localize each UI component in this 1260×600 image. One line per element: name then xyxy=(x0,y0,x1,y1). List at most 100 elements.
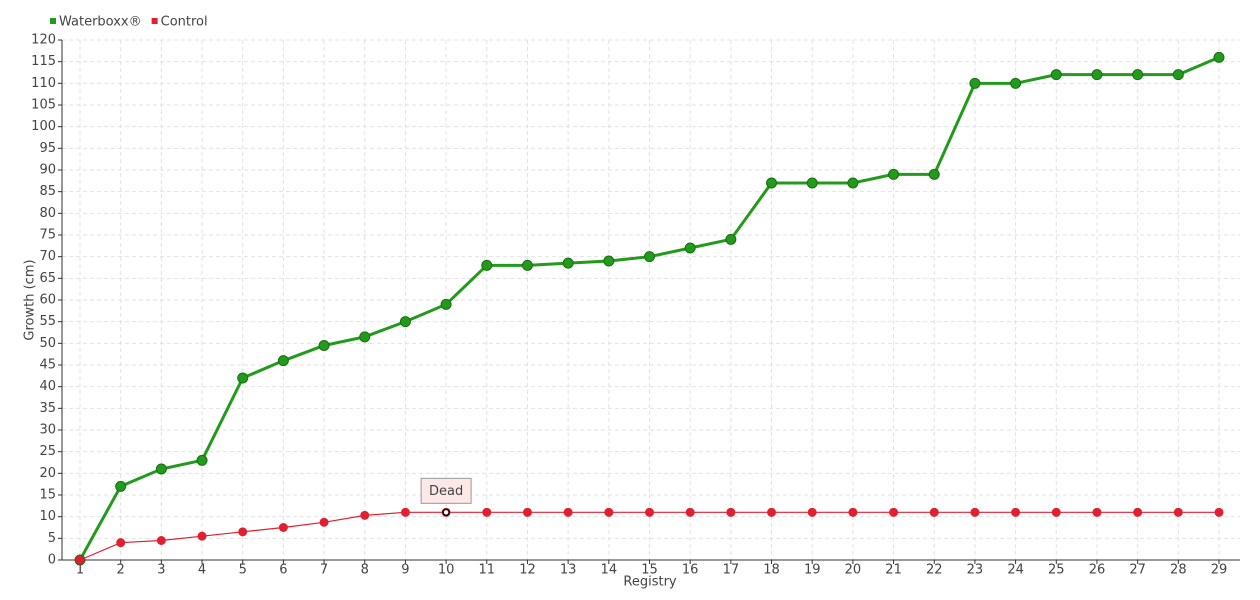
data-point xyxy=(278,523,288,532)
data-point xyxy=(197,531,207,541)
data-point xyxy=(1214,507,1224,517)
data-point xyxy=(604,507,614,517)
data-point xyxy=(848,507,858,517)
y-tick-label: 95 xyxy=(39,141,56,156)
data-point xyxy=(1091,69,1103,81)
annotation: Dead xyxy=(429,484,463,499)
data-point xyxy=(1092,507,1102,517)
data-point xyxy=(360,510,370,520)
data-point xyxy=(807,507,817,517)
x-tick-label: 20 xyxy=(845,563,862,578)
x-tick-label: 16 xyxy=(682,563,699,578)
x-tick-label: 7 xyxy=(320,563,328,578)
data-point xyxy=(603,255,615,267)
data-point xyxy=(1213,51,1225,63)
legend-label: Waterboxx® xyxy=(59,15,142,30)
data-point xyxy=(1133,507,1143,517)
data-point xyxy=(155,463,167,475)
data-point xyxy=(969,77,981,89)
data-point xyxy=(440,298,452,310)
y-tick-label: 20 xyxy=(39,466,56,481)
y-tick-label: 40 xyxy=(39,379,56,394)
data-point xyxy=(399,316,411,328)
legend-label: Control xyxy=(161,15,208,30)
data-point xyxy=(766,177,778,189)
data-point xyxy=(156,536,166,545)
x-tick-label: 3 xyxy=(157,563,165,578)
x-tick-label: 13 xyxy=(560,563,577,578)
annotation-box xyxy=(420,477,472,504)
highlight-point xyxy=(442,508,450,517)
x-tick-label: 6 xyxy=(279,563,287,578)
y-tick-label: 10 xyxy=(39,509,56,524)
y-axis-title: Growth (cm) xyxy=(23,259,38,340)
y-tick-label: 5 xyxy=(48,531,56,546)
y-tick-label: 85 xyxy=(39,184,56,199)
data-point xyxy=(929,507,939,517)
data-point xyxy=(888,168,900,180)
y-tick-label: 35 xyxy=(39,401,56,416)
data-point xyxy=(318,340,330,351)
data-point xyxy=(726,507,736,517)
data-point xyxy=(1173,507,1183,517)
data-point xyxy=(277,355,289,367)
x-tick-label: 11 xyxy=(479,563,496,578)
data-point xyxy=(889,507,899,517)
x-tick-label: 15 xyxy=(641,563,658,578)
x-tick-label: 28 xyxy=(1170,563,1187,578)
data-point xyxy=(644,251,655,263)
data-point xyxy=(1132,69,1144,81)
data-point xyxy=(1010,77,1022,89)
x-tick-label: 5 xyxy=(239,563,247,578)
x-tick-label: 1 xyxy=(76,563,84,578)
data-point xyxy=(767,507,777,517)
y-tick-label: 115 xyxy=(31,54,56,69)
y-tick-label: 25 xyxy=(39,444,56,459)
x-tick-label: 14 xyxy=(601,563,618,578)
y-tick-label: 70 xyxy=(39,249,56,264)
x-tick-label: 8 xyxy=(361,563,369,578)
data-point xyxy=(1172,69,1184,81)
x-tick-label: 21 xyxy=(885,563,902,578)
x-tick-label: 17 xyxy=(723,563,740,578)
x-tick-label: 19 xyxy=(804,563,821,578)
data-point xyxy=(563,507,573,517)
data-point xyxy=(115,480,127,492)
data-point xyxy=(928,168,940,180)
data-point xyxy=(196,454,208,466)
data-point xyxy=(75,555,85,565)
y-tick-label: 80 xyxy=(39,206,56,221)
data-point xyxy=(685,507,695,517)
data-point xyxy=(847,177,859,189)
x-tick-label: 22 xyxy=(926,563,943,578)
x-tick-label: 9 xyxy=(401,563,409,578)
y-tick-label: 0 xyxy=(48,553,56,568)
data-point xyxy=(725,233,737,245)
x-tick-label: 12 xyxy=(519,563,536,578)
x-tick-label: 2 xyxy=(117,563,125,578)
data-point xyxy=(319,517,329,527)
legend-swatch xyxy=(50,18,56,24)
legend-swatch xyxy=(151,18,158,24)
y-tick-label: 45 xyxy=(39,358,56,373)
data-point xyxy=(684,242,696,254)
x-tick-label: 26 xyxy=(1089,563,1106,578)
data-point xyxy=(237,372,249,384)
data-point xyxy=(400,507,410,517)
data-point xyxy=(1051,507,1061,517)
data-point xyxy=(1011,507,1021,517)
x-tick-label: 4 xyxy=(198,563,206,578)
data-point xyxy=(521,259,533,271)
data-point xyxy=(359,331,371,343)
data-point xyxy=(238,527,248,537)
y-tick-label: 100 xyxy=(31,119,56,134)
y-tick-label: 65 xyxy=(39,271,56,286)
x-axis-title: Registry xyxy=(623,575,677,590)
data-point xyxy=(562,257,574,269)
y-tick-label: 55 xyxy=(39,314,56,329)
x-tick-label: 27 xyxy=(1129,563,1146,578)
data-point xyxy=(481,259,493,271)
y-tick-label: 120 xyxy=(31,33,56,48)
x-tick-label: 23 xyxy=(967,563,984,578)
